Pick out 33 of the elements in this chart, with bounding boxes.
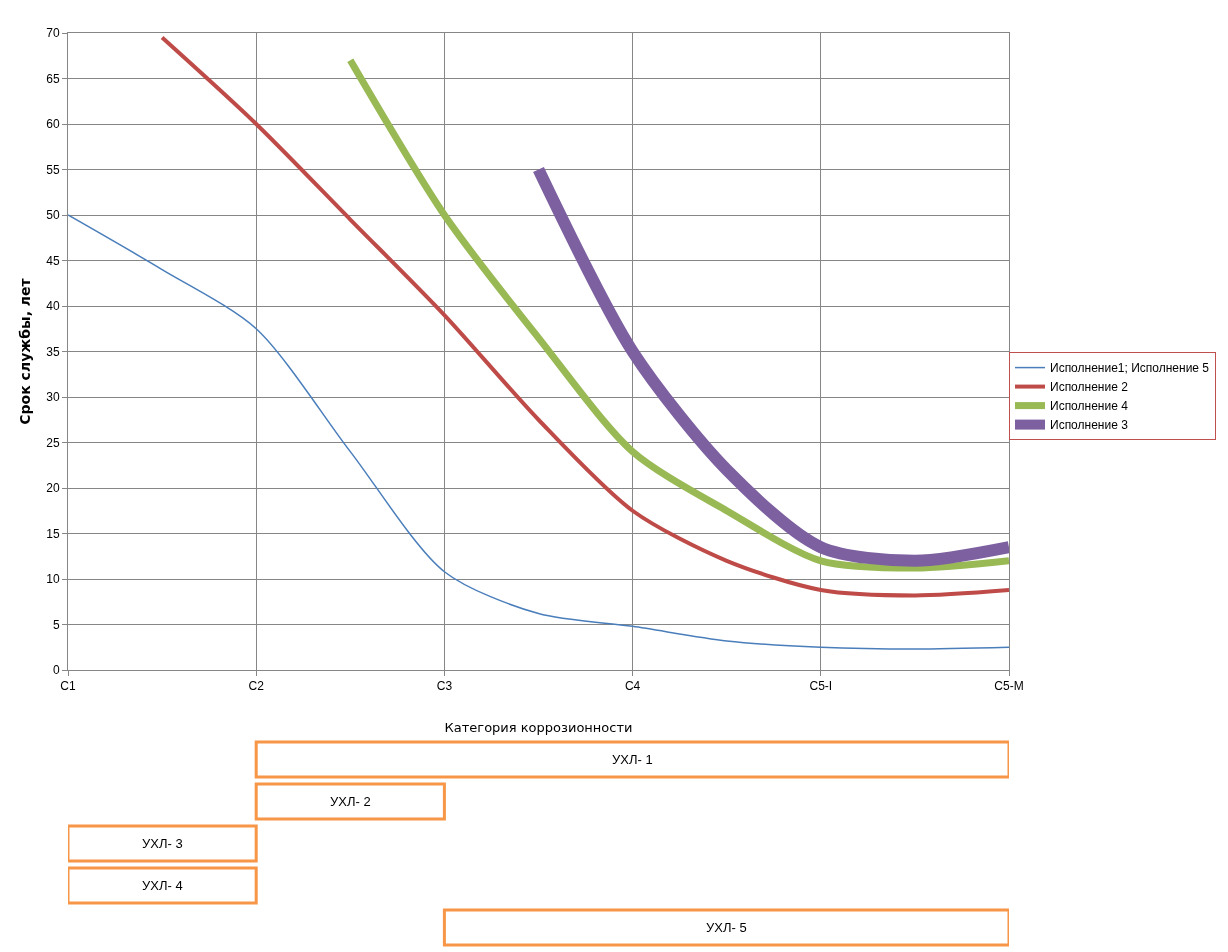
legend-label: Исполнение 4 — [1050, 399, 1129, 414]
legend-label: Исполнение 2 — [1050, 380, 1129, 395]
y-tick-label: 35 — [46, 344, 60, 359]
y-tick-label: 15 — [46, 526, 60, 541]
x-tick-label: C5-I — [809, 679, 833, 694]
x-tick-label: C2 — [248, 679, 265, 694]
y-tick-label: 70 — [46, 26, 60, 41]
x-tick-label: C3 — [436, 679, 453, 694]
x-tick-label: C4 — [624, 679, 641, 694]
y-tick-label: 20 — [46, 481, 60, 496]
y-tick-label: 5 — [52, 617, 60, 632]
text: УХЛ- 2 — [330, 794, 371, 809]
y-tick-label: 30 — [46, 390, 60, 405]
y-tick-label: 60 — [46, 117, 60, 132]
x-axis-title: Категория коррозионности — [444, 720, 633, 735]
x-tick-label: C5-M — [994, 679, 1024, 694]
y-tick-label: 10 — [46, 572, 60, 587]
text: УХЛ- 1 — [612, 752, 653, 767]
y-tick-label: 50 — [46, 208, 60, 223]
y-tick-label: 0 — [52, 663, 60, 678]
text: УХЛ- 5 — [706, 920, 747, 935]
y-tick-label: 45 — [46, 253, 60, 268]
text: УХЛ- 4 — [142, 878, 183, 893]
x-tick-label: C1 — [60, 679, 76, 694]
legend-label: Исполнение1; Исполнение 5 — [1050, 361, 1210, 376]
y-tick-label: 25 — [46, 435, 60, 450]
y-tick-label: 65 — [46, 71, 60, 86]
y-tick-label: 55 — [46, 162, 60, 177]
text: УХЛ- 3 — [142, 836, 183, 851]
line-series — [160, 35, 1009, 598]
legend-label: Исполнение 3 — [1050, 418, 1129, 433]
y-tick-label: 40 — [46, 299, 60, 314]
y-axis-title: Срок службы, лет — [16, 277, 33, 425]
